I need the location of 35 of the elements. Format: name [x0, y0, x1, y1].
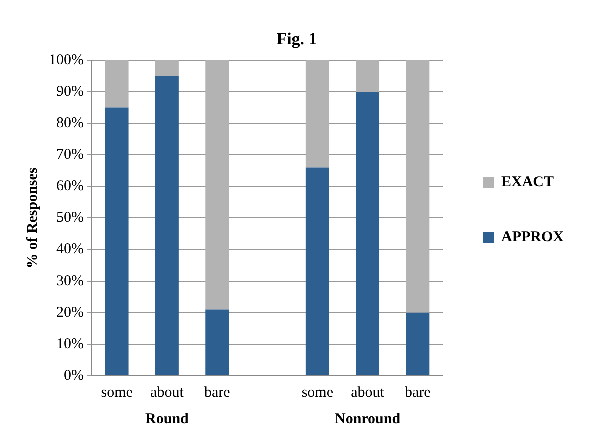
x-tick-label: bare — [204, 384, 231, 401]
x-tick-label: about — [150, 384, 185, 401]
bar — [206, 310, 230, 376]
y-tick-label: 90% — [56, 84, 84, 100]
y-tick-label: 50% — [56, 210, 84, 226]
y-tick-label: 30% — [56, 273, 84, 290]
y-tick-label: 80% — [56, 115, 84, 132]
bar — [306, 60, 330, 168]
x-tick-label: some — [302, 384, 334, 401]
bar — [105, 60, 129, 108]
y-tick-label: 0% — [64, 368, 84, 384]
y-tick-label: 60% — [56, 178, 84, 195]
text: Nonround — [334, 411, 402, 428]
text: Round — [146, 411, 190, 428]
y-tick-label: 10% — [56, 336, 84, 352]
legend-label: APPROX — [502, 229, 564, 246]
bar — [356, 92, 380, 376]
bar — [155, 76, 179, 376]
bar — [155, 60, 179, 76]
bar — [406, 312, 430, 376]
x-tick-label: some — [101, 384, 134, 401]
bar — [306, 168, 330, 376]
legend-label: EXACT — [502, 174, 554, 190]
y-axis-title: % of Responses — [24, 168, 41, 269]
bar — [105, 108, 129, 376]
x-tick-label: bare — [405, 384, 432, 401]
bar — [356, 60, 380, 92]
bar — [406, 60, 430, 313]
y-tick-label: 100% — [48, 52, 84, 68]
bar — [206, 60, 230, 310]
y-tick-label: 40% — [56, 242, 84, 258]
y-tick-label: 70% — [56, 147, 84, 164]
y-tick-label: 20% — [56, 304, 84, 321]
x-tick-label: about — [351, 384, 386, 401]
chart-title: Fig. 1 — [276, 30, 318, 49]
